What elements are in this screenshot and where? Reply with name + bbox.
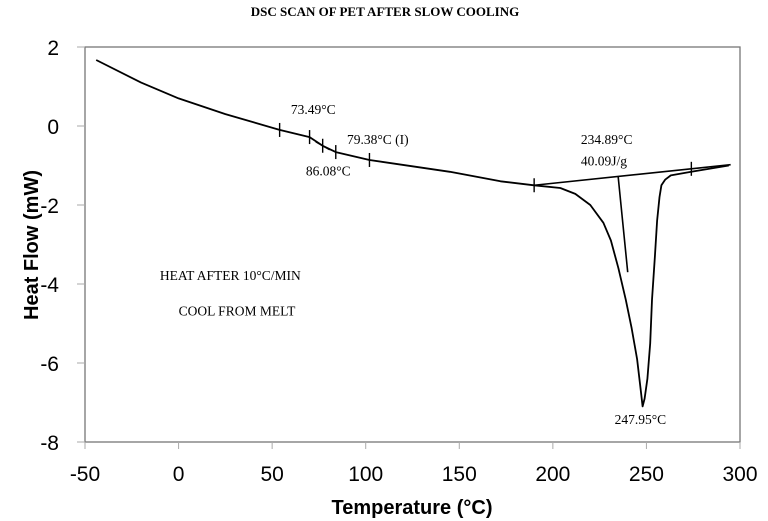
x-tick-label: 250 (629, 463, 664, 486)
y-axis-label: Heat Flow (mW) (21, 170, 43, 320)
annotation-label: 234.89°C (581, 132, 633, 147)
x-tick-label: 300 (722, 463, 757, 486)
annotation-label: 40.09J/g (581, 154, 627, 169)
annotation-label: 79.38°C (I) (347, 132, 409, 147)
y-tick-label: -6 (40, 353, 59, 376)
x-tick-label: 200 (535, 463, 570, 486)
x-tick-label: 50 (260, 463, 283, 486)
x-tick-label: -50 (70, 463, 100, 486)
annotation-label: 247.95°C (615, 412, 667, 427)
annotation-label: COOL FROM MELT (179, 304, 297, 319)
dsc-curve (95, 59, 729, 408)
x-tick-label: 0 (173, 463, 185, 486)
y-tick-label: -4 (40, 274, 59, 297)
annotation-label: HEAT AFTER 10°C/MIN (160, 268, 301, 283)
chart-title: DSC SCAN OF PET AFTER SLOW COOLING (251, 4, 519, 19)
y-tick-label: -8 (40, 432, 59, 455)
onset-line (617, 176, 629, 273)
y-tick-label: 0 (47, 116, 59, 139)
y-tick-label: -2 (40, 195, 59, 218)
baseline-line (534, 163, 731, 187)
x-tick-label: 150 (442, 463, 477, 486)
x-tick-label: 100 (348, 463, 383, 486)
y-tick-label: 2 (47, 37, 59, 60)
x-axis-label: Temperature (°C) (332, 497, 493, 519)
annotation-label: 86.08°C (306, 163, 351, 178)
curve-cross-mark (315, 141, 331, 151)
annotation-label: 73.49°C (291, 102, 336, 117)
plot-frame (84, 46, 741, 443)
